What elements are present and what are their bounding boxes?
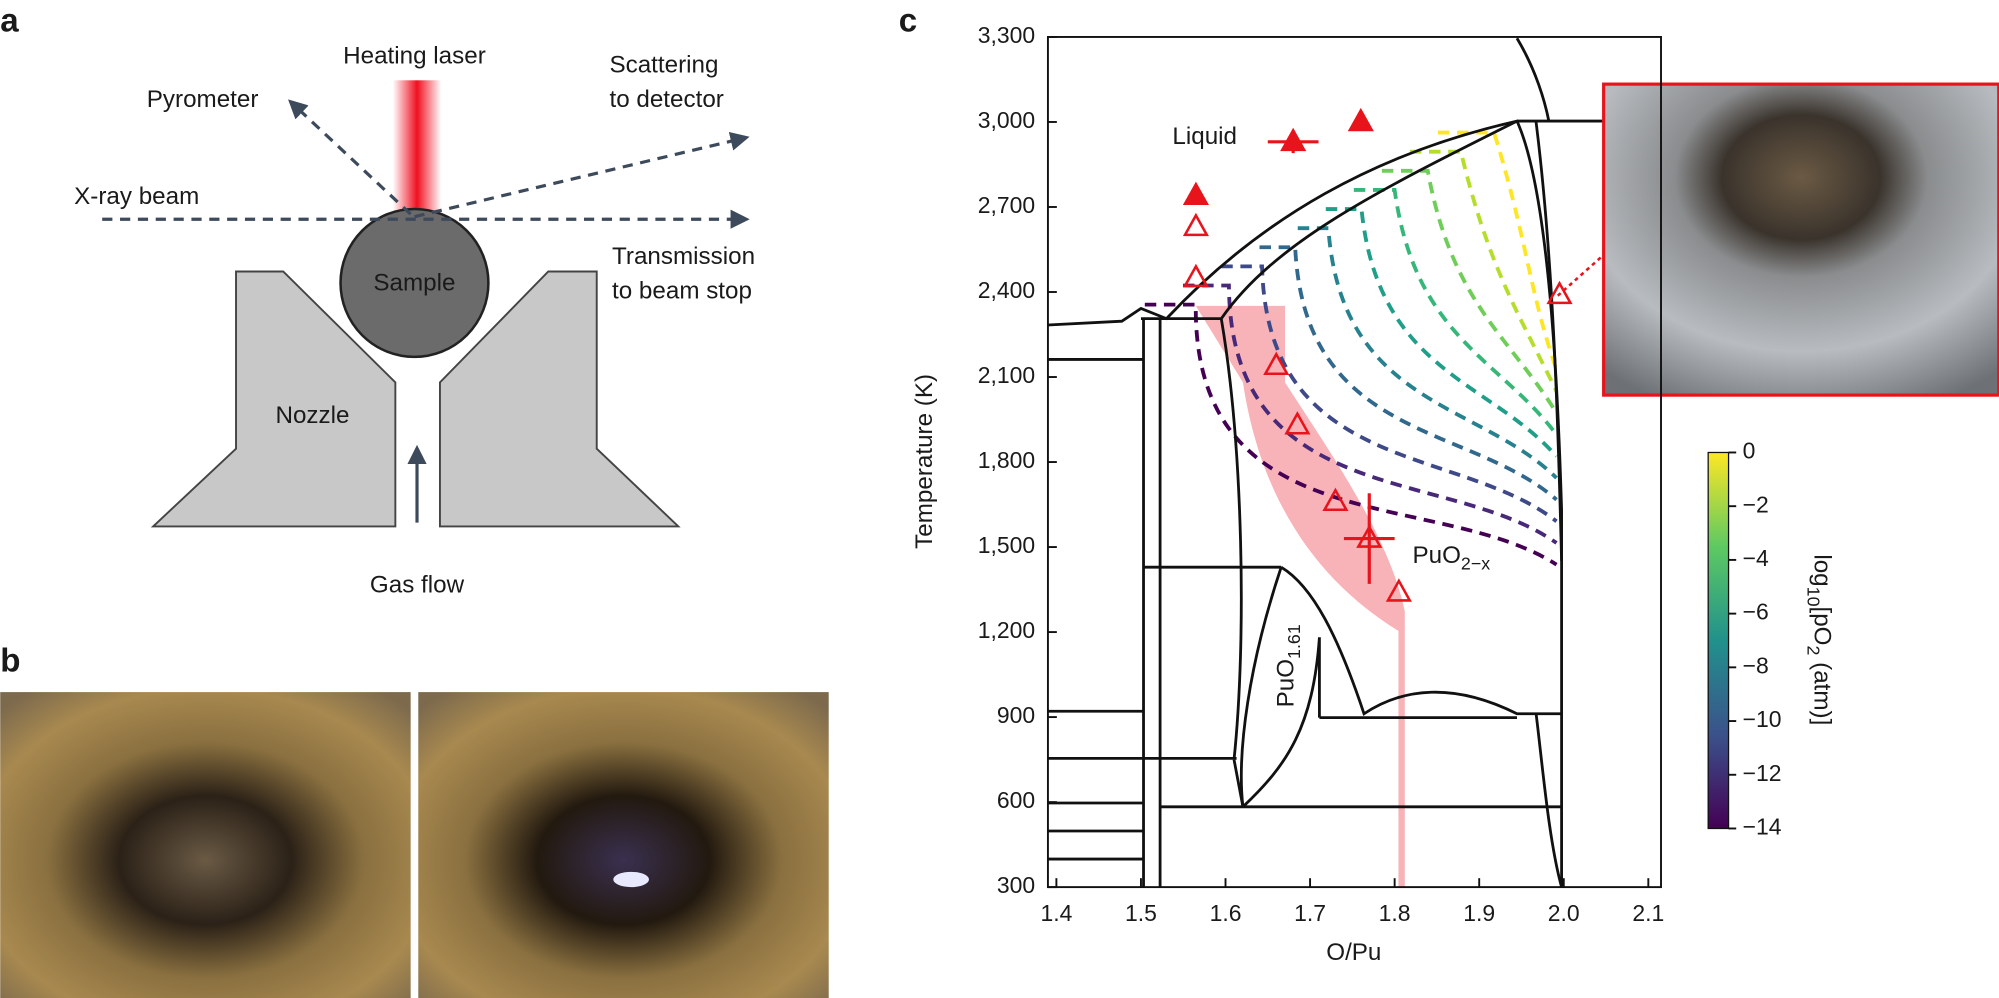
colorbar-tick-label: −2 <box>1743 491 1769 517</box>
isobar <box>1259 245 1558 502</box>
label: Gas flow <box>370 572 465 599</box>
panel-label: c <box>899 3 917 40</box>
point <box>1385 578 1412 602</box>
annotation: PuO <box>1273 659 1300 707</box>
annotation: 1.61 <box>1284 624 1304 659</box>
x-tick-label: 1.7 <box>1294 900 1326 926</box>
colorbar-tick-label: −6 <box>1743 599 1769 625</box>
x-tick-label: 1.9 <box>1463 900 1495 926</box>
label: Pyrometer <box>147 86 259 113</box>
isobar <box>1221 264 1558 523</box>
point <box>1280 127 1307 152</box>
colorbar-label: (atm)] <box>1808 655 1835 725</box>
colorbar-tick-label: 0 <box>1743 438 1756 464</box>
annotation: PuO2−x <box>1412 542 1490 573</box>
point <box>1182 181 1209 205</box>
phase-boundaries <box>1047 37 1604 888</box>
label: Sample <box>373 270 455 297</box>
nozzle-left <box>150 270 397 528</box>
nozzle-right <box>439 270 681 528</box>
colorbar-label: log10[pO2 (atm)] <box>1804 554 1835 725</box>
colorbar-label: 10 <box>1804 587 1824 607</box>
colorbar-tick-label: −12 <box>1743 760 1782 786</box>
y-axis-label: Temperature (K) <box>911 374 938 549</box>
y-tick-label: 2,700 <box>978 192 1035 218</box>
colorbar <box>1707 451 1730 830</box>
label: to beam stop <box>612 277 752 304</box>
x-tick-label: 1.4 <box>1040 900 1072 926</box>
isobars <box>1144 130 1559 567</box>
label: Scattering <box>609 52 718 79</box>
isobar <box>1409 149 1559 393</box>
isobar <box>1381 168 1559 414</box>
x-tick-label: 1.8 <box>1379 900 1411 926</box>
y-tick-label: 2,400 <box>978 277 1035 303</box>
isobar <box>1325 207 1558 458</box>
annotation: Liquid <box>1172 123 1237 150</box>
point <box>1322 487 1349 512</box>
colorbar-tick-label: −8 <box>1743 652 1769 678</box>
label: X-ray beam <box>74 183 199 210</box>
point <box>1284 411 1311 435</box>
inset-link <box>1556 253 1605 297</box>
isobar <box>1353 188 1559 436</box>
colorbar-label: 2 <box>1804 646 1824 656</box>
pyrometer-arrow <box>288 99 412 216</box>
y-tick-label: 3,300 <box>978 22 1035 48</box>
point <box>1263 351 1290 375</box>
colorbar-label: [pO <box>1808 606 1835 645</box>
band <box>1195 305 1405 888</box>
colorbar-tick-label: −14 <box>1743 814 1782 840</box>
y-tick-label: 300 <box>997 872 1035 898</box>
point <box>1182 263 1209 288</box>
panel-label: a <box>0 3 19 40</box>
point <box>1546 280 1573 305</box>
x-tick-label: 2.1 <box>1632 900 1664 926</box>
panel-label: b <box>0 643 20 680</box>
label: Transmission <box>612 243 755 270</box>
annotation: 2−x <box>1461 553 1490 573</box>
sample <box>339 207 490 359</box>
point <box>1356 524 1383 548</box>
label: Heating laser <box>343 43 486 70</box>
y-tick-label: 3,000 <box>978 107 1035 133</box>
point <box>1347 107 1374 132</box>
colorbar-tick-label: −4 <box>1743 545 1769 571</box>
isobar <box>1297 226 1558 480</box>
x-tick-label: 1.6 <box>1210 900 1242 926</box>
y-tick-label: 600 <box>997 787 1035 813</box>
annotation: PuO <box>1412 542 1460 569</box>
label: Nozzle <box>276 402 350 429</box>
scatter-arrow <box>414 131 750 219</box>
y-tick-label: 1,500 <box>978 532 1035 558</box>
y-tick-label: 900 <box>997 702 1035 728</box>
label: to detector <box>609 86 723 113</box>
isobar <box>1183 283 1558 545</box>
glint <box>613 871 649 888</box>
photo <box>0 692 411 998</box>
isobar <box>1437 130 1559 371</box>
colorbar-label: log <box>1808 554 1835 586</box>
y-tick-label: 1,200 <box>978 617 1035 643</box>
point <box>1182 212 1209 237</box>
x-tick-label: 1.5 <box>1125 900 1157 926</box>
x-axis-label: O/Pu <box>1326 939 1381 966</box>
y-tick-label: 2,100 <box>978 362 1035 388</box>
annotation: PuO1.61 <box>1273 624 1304 707</box>
photo <box>418 692 829 998</box>
x-tick-label: 2.0 <box>1548 900 1580 926</box>
laser <box>392 80 442 221</box>
y-tick-label: 1,800 <box>978 447 1035 473</box>
colorbar-tick-label: −10 <box>1743 706 1782 732</box>
inset-photo <box>1602 82 1999 397</box>
isobar <box>1144 302 1558 567</box>
